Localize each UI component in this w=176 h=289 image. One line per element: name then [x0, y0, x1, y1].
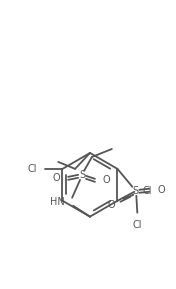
Text: S: S — [79, 170, 85, 180]
Text: HN: HN — [51, 197, 65, 207]
Text: Cl: Cl — [142, 186, 152, 196]
Text: O: O — [103, 175, 111, 185]
Text: O: O — [53, 173, 60, 183]
Text: O: O — [157, 185, 165, 195]
Text: S: S — [132, 186, 138, 196]
Text: O: O — [108, 200, 115, 210]
Text: Cl: Cl — [133, 220, 142, 230]
Text: Cl: Cl — [27, 164, 37, 174]
